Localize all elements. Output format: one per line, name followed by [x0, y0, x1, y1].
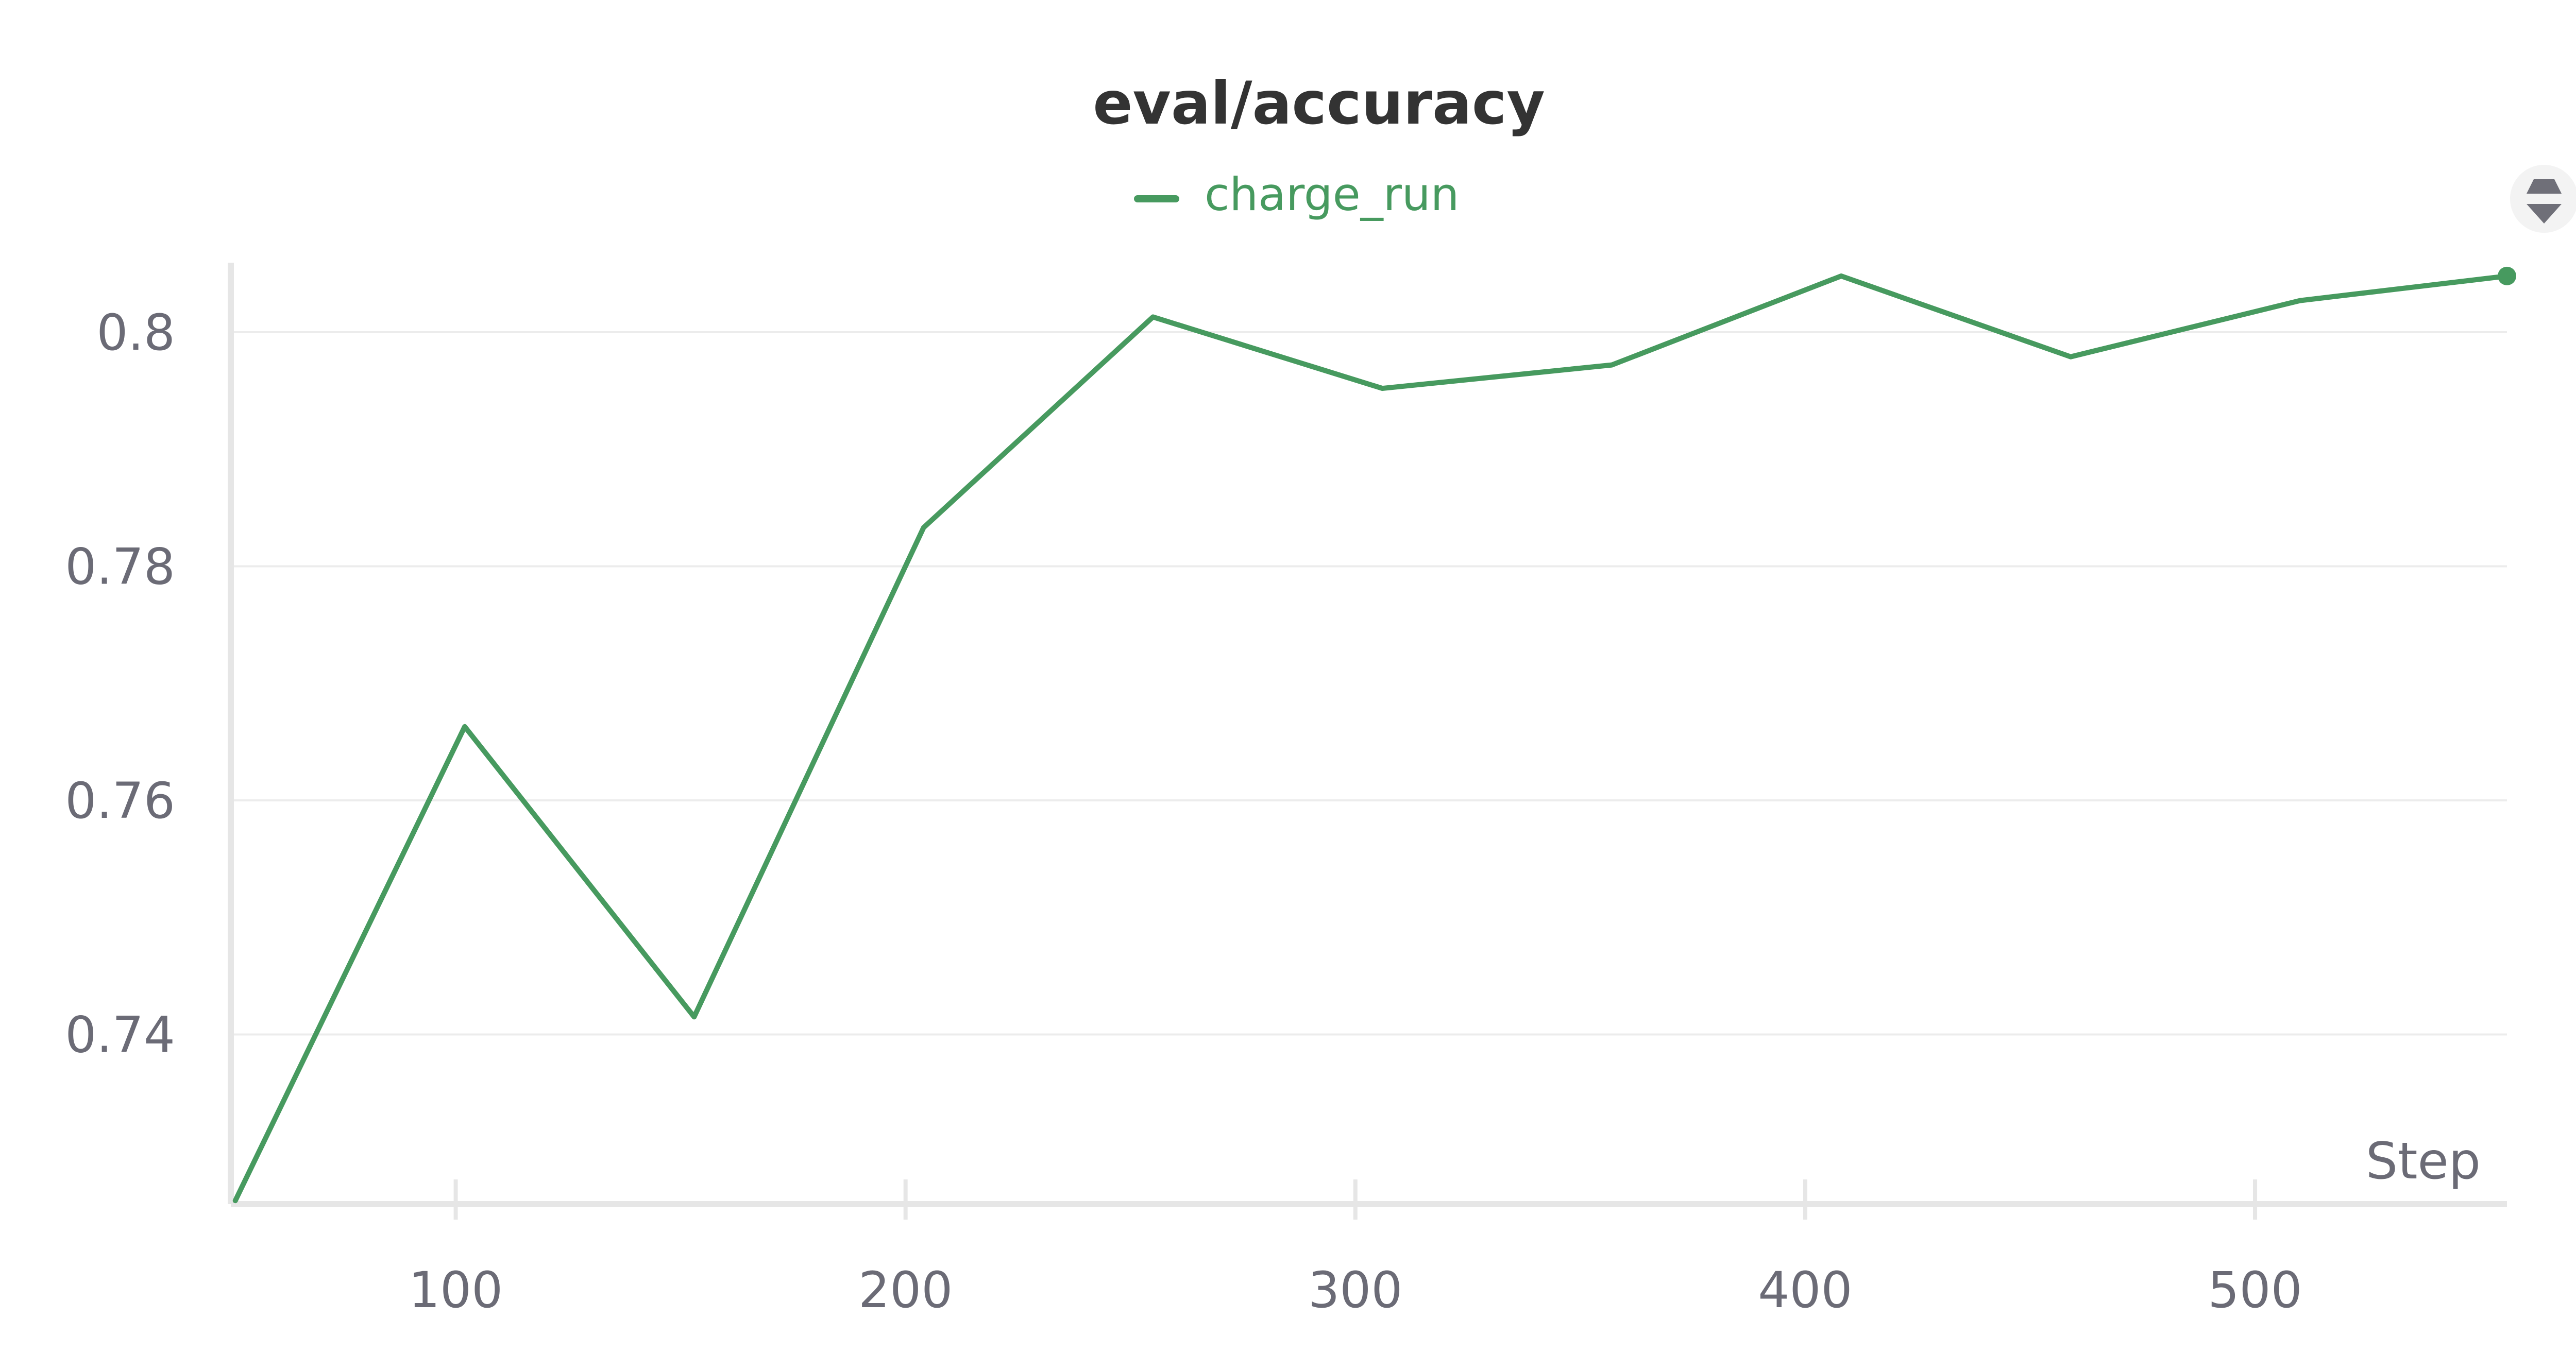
series-last-point[interactable]	[2498, 266, 2516, 285]
y-tick-label: 0.76	[65, 772, 175, 830]
series-line-charge-run	[232, 273, 2510, 1204]
sort-arrow-up-icon	[2527, 179, 2562, 194]
legend[interactable]: charge_run	[1134, 168, 1459, 221]
x-tick-label: 400	[1758, 1261, 1852, 1319]
axes	[228, 263, 2507, 1220]
x-tick-label: 200	[858, 1261, 953, 1319]
x-tick-label: 300	[1308, 1261, 1402, 1319]
grid-lines	[231, 331, 2507, 1036]
chart-title: eval/accuracy	[1093, 69, 1545, 138]
y-tick-label: 0.8	[96, 304, 175, 362]
x-axis-label: Step	[2366, 1132, 2481, 1191]
sort-arrows-icon-bg	[2510, 165, 2576, 233]
x-tick-label: 500	[2208, 1261, 2302, 1319]
sort-arrows-icon[interactable]	[2510, 165, 2576, 233]
series-points	[2498, 266, 2516, 285]
sort-arrow-down-icon	[2527, 204, 2562, 224]
x-tick-label: 100	[409, 1261, 503, 1319]
legend-label-charge-run: charge_run	[1205, 168, 1459, 221]
y-tick-label: 0.78	[65, 538, 175, 595]
y-tick-label: 0.74	[65, 1006, 175, 1064]
tick-labels: 0.74 0.76 0.78 0.8 100 200 300 400 500	[65, 304, 2302, 1319]
series-lines	[232, 273, 2510, 1204]
